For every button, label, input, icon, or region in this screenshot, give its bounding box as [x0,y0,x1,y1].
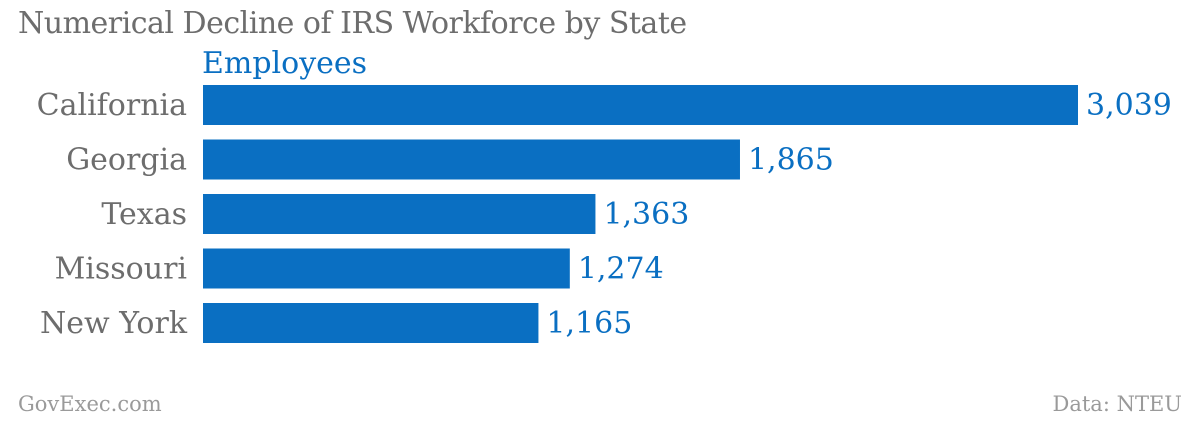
category-label: California [37,88,187,123]
category-label: New York [40,306,188,341]
bar-new-york [203,303,539,343]
category-label: Missouri [55,252,187,287]
value-label: 1,865 [748,143,834,178]
value-label: 1,274 [578,252,664,287]
footer-source-left: GovExec.com [18,392,162,416]
bar-georgia [203,139,740,180]
footer-source-right: Data: NTEU [1052,392,1182,416]
value-label: 1,363 [603,197,689,232]
value-label: 1,165 [546,306,632,341]
value-label: 3,039 [1086,88,1172,123]
series-label: Employees [202,46,368,81]
chart-title: Numerical Decline of IRS Workforce by St… [18,6,687,41]
bar-california [203,85,1078,125]
bar-missouri [203,248,570,289]
category-label: Texas [101,197,187,232]
bar-texas [203,194,596,234]
category-label: Georgia [66,143,187,178]
